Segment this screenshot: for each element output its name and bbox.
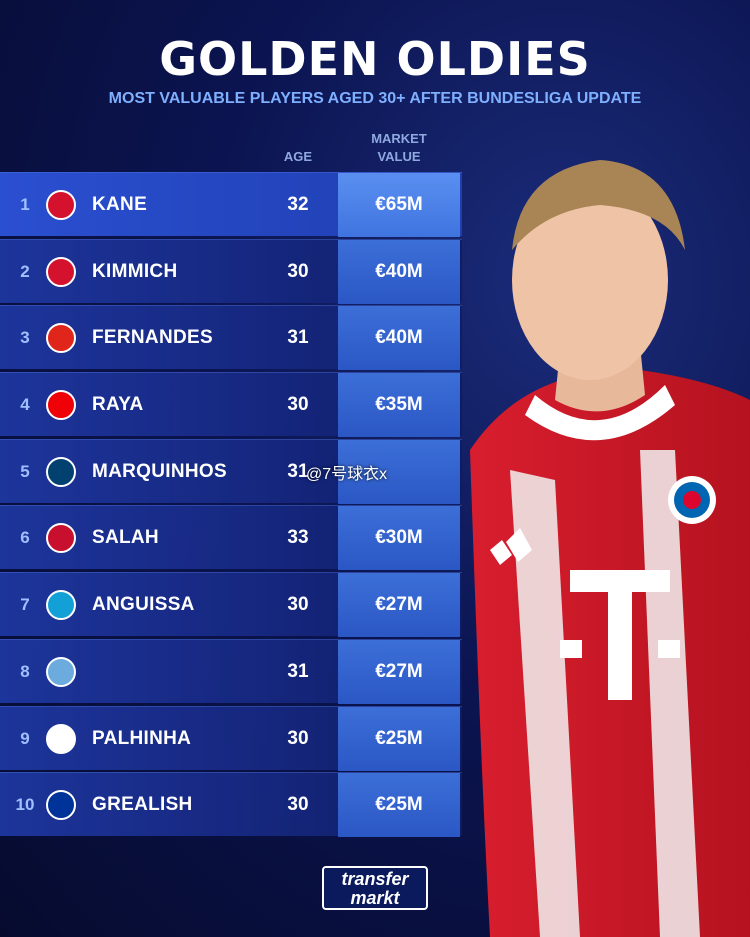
table-row: 5 MARQUINHOS 31 (0, 438, 462, 504)
player-age: 30 (287, 260, 309, 282)
player-age: 33 (287, 527, 309, 549)
brand-line1: transfer (341, 869, 409, 889)
player-name: KIMMICH (92, 260, 178, 282)
player-age: 31 (287, 460, 309, 482)
player-age: 31 (287, 660, 309, 682)
arsenal-icon (46, 390, 76, 421)
player-name: KANE (92, 194, 148, 215)
value-header-label: VALUE (377, 149, 421, 164)
player-name: RAYA (92, 394, 144, 416)
rank-number: 1 (20, 195, 30, 214)
rank-number: 4 (20, 395, 30, 415)
table-row: 6 SALAH 33 €30M (0, 505, 462, 571)
market-value: €27M (338, 573, 460, 638)
market-value: €25M (338, 706, 460, 771)
market-header-label: MARKET (371, 131, 427, 146)
market-value: €35M (338, 373, 460, 438)
ranking-table: 1 KANE 32 €65M 2 KIMMICH 30 €40M 3 FERNA… (0, 172, 462, 839)
player-name: MARQUINHOS (92, 460, 227, 482)
rank-number: 2 (20, 261, 30, 281)
market-value: €65M (338, 173, 460, 237)
player-name: ANGUISSA (92, 594, 195, 616)
table-row: 7 ANGUISSA 30 €27M (0, 572, 462, 638)
psg-icon (46, 456, 76, 487)
table-row: 1 KANE 32 €65M (0, 172, 462, 237)
napoli-icon (46, 590, 76, 621)
table-row: 9 PALHINHA 30 €25M (0, 705, 462, 771)
rank-number: 3 (20, 328, 30, 348)
player-age: 30 (287, 394, 309, 416)
player-name: SALAH (92, 527, 159, 549)
brand-line2: markt (350, 888, 400, 908)
player-age: 30 (287, 594, 309, 616)
man-city-icon (46, 656, 76, 687)
player-age: 30 (287, 727, 309, 749)
watermark-text: @7号球衣x (306, 466, 388, 483)
player-photo (470, 160, 750, 937)
player-name: PALHINHA (92, 727, 192, 749)
page-subtitle: MOST VALUABLE PLAYERS AGED 30+ AFTER BUN… (108, 90, 642, 107)
player-name: GREALISH (92, 794, 193, 816)
rank-number: 6 (20, 528, 30, 548)
rank-number: 8 (20, 661, 30, 681)
everton-icon (46, 790, 76, 821)
market-value: €40M (338, 239, 460, 304)
rank-number: 9 (20, 728, 30, 748)
bayern-icon (46, 256, 76, 287)
age-column-header: AGE (276, 148, 320, 166)
table-row: 2 KIMMICH 30 €40M (0, 238, 462, 304)
market-value (338, 439, 460, 504)
rank-number: 10 (15, 795, 35, 815)
table-row: 3 FERNANDES 31 €40M (0, 305, 462, 371)
table-row: 10 GREALISH 30 €25M (0, 772, 462, 838)
man-utd-icon (46, 323, 76, 354)
tottenham-icon (46, 723, 76, 754)
table-row: 4 RAYA 30 €35M (0, 372, 462, 438)
market-value: €40M (338, 306, 460, 371)
bayern-icon (46, 190, 76, 220)
player-age: 32 (287, 194, 309, 215)
market-value: €27M (338, 639, 460, 704)
rank-number: 7 (20, 595, 30, 615)
table-row: 8 31 €27M (0, 638, 462, 704)
market-value-column-header: MARKET VALUE (338, 130, 460, 166)
market-value: €25M (338, 773, 460, 838)
transfermarkt-logo: transfer markt (322, 866, 428, 910)
age-header-label: AGE (283, 149, 313, 164)
rank-number: 5 (20, 461, 30, 481)
page-title: GOLDEN OLDIES (159, 32, 591, 86)
liverpool-icon (46, 523, 76, 554)
player-name: FERNANDES (92, 327, 213, 349)
player-age: 31 (287, 327, 309, 349)
market-value: €30M (338, 506, 460, 571)
player-age: 30 (287, 794, 309, 816)
